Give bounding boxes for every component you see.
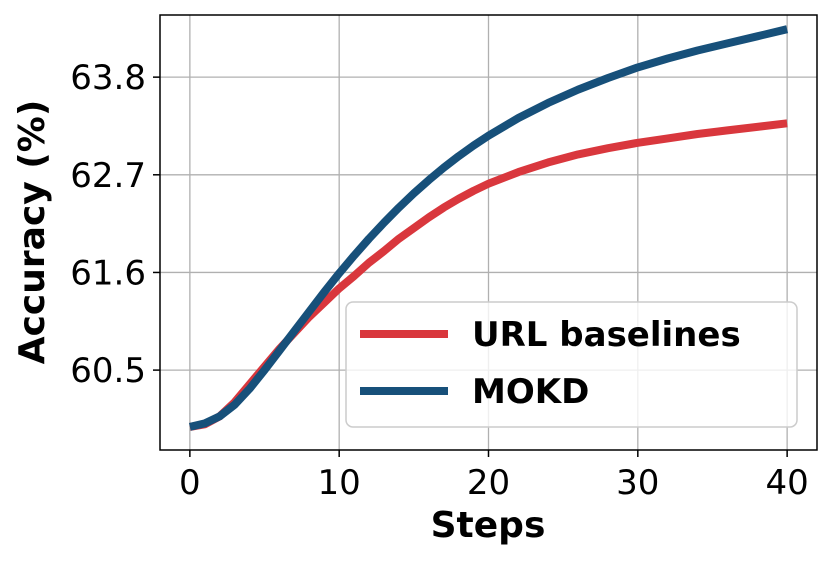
y-tick-label: 60.5 (70, 351, 146, 391)
legend: URL baselines MOKD (345, 301, 798, 428)
x-axis-ticks: 0 10 20 30 40 (179, 450, 809, 503)
series-lines (188, 25, 789, 431)
y-axis-ticks: 60.5 61.6 62.7 63.8 (70, 58, 160, 391)
x-tick-label: 20 (467, 463, 510, 503)
series-line-mokd (188, 25, 789, 431)
x-tick-label: 40 (766, 463, 809, 503)
y-axis-title: Accuracy (%) (12, 100, 53, 365)
legend-label-url-baselines: URL baselines (472, 315, 741, 355)
x-tick-label: 10 (318, 463, 361, 503)
y-tick-label: 61.6 (70, 253, 146, 293)
y-tick-label: 62.7 (70, 156, 146, 196)
legend-label-mokd: MOKD (472, 372, 589, 412)
legend-box (345, 301, 798, 428)
x-tick-label: 0 (179, 463, 201, 503)
y-tick-label: 63.8 (70, 58, 146, 98)
x-axis-title: Steps (431, 505, 546, 546)
x-tick-label: 30 (616, 463, 659, 503)
